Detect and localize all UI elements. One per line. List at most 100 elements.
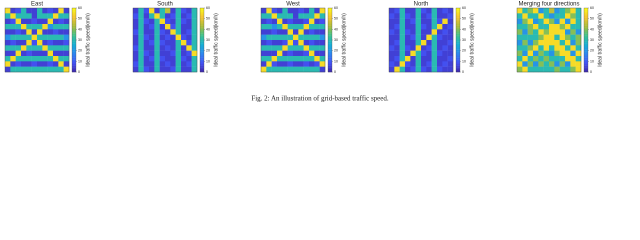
heatmap-cell bbox=[549, 40, 555, 46]
colorbar-segment bbox=[584, 12, 588, 15]
heatmap-cell bbox=[522, 34, 528, 41]
heatmap-cell bbox=[15, 40, 22, 46]
heatmap-cell bbox=[31, 40, 38, 46]
heatmap-cell bbox=[415, 34, 422, 41]
colorbar-segment bbox=[584, 57, 588, 60]
heatmap-cell bbox=[309, 18, 315, 25]
heatmap-cell bbox=[21, 66, 27, 73]
colorbar-tick-label: 20 bbox=[462, 49, 466, 53]
heatmap-cell bbox=[405, 40, 411, 46]
heatmap-cell bbox=[314, 24, 320, 30]
heatmap-cell bbox=[554, 18, 560, 25]
colorbar-segment bbox=[584, 43, 588, 45]
heatmap-cell bbox=[517, 61, 523, 67]
heatmap-cell bbox=[549, 50, 555, 57]
heatmap-cell bbox=[58, 34, 64, 41]
panel-title: South bbox=[157, 2, 173, 8]
colorbar-segment bbox=[456, 48, 460, 50]
colorbar-segment bbox=[328, 60, 332, 63]
heatmap-cell bbox=[170, 29, 176, 35]
colorbar-segment bbox=[584, 19, 588, 21]
heatmap-cell bbox=[527, 13, 534, 19]
heatmap-cell bbox=[405, 8, 411, 14]
heatmap-cell bbox=[565, 34, 571, 41]
heatmap-cell bbox=[21, 18, 27, 25]
heatmap-cell bbox=[170, 13, 176, 19]
colorbar-segment bbox=[456, 30, 460, 33]
heatmap-cell bbox=[149, 29, 155, 35]
heatmap-cell bbox=[319, 40, 326, 46]
heatmap-cell bbox=[133, 18, 139, 25]
heatmap-cell bbox=[527, 29, 534, 35]
heatmap-cell bbox=[26, 34, 32, 41]
heatmap-cell bbox=[298, 29, 304, 35]
colorbar-segment bbox=[72, 62, 76, 65]
colorbar-segment bbox=[328, 17, 332, 20]
heatmap-cell bbox=[309, 56, 315, 62]
colorbar-segment bbox=[328, 30, 332, 33]
heatmap-cell bbox=[303, 18, 310, 25]
heatmap-cell bbox=[410, 29, 416, 35]
heatmap-cell bbox=[527, 56, 534, 62]
colorbar-segment bbox=[456, 64, 460, 66]
heatmap-cell bbox=[394, 61, 400, 67]
heatmap-cell bbox=[21, 29, 27, 35]
heatmap-cell bbox=[133, 50, 139, 57]
heatmap-cell bbox=[133, 40, 139, 46]
heatmap-cell bbox=[165, 29, 171, 35]
heatmap-cell bbox=[527, 24, 534, 30]
heatmap-cell bbox=[415, 50, 422, 57]
heatmap-cell bbox=[575, 29, 582, 35]
heatmap-cell bbox=[170, 50, 176, 57]
heatmap-cell bbox=[426, 40, 432, 46]
heatmap-cell bbox=[394, 66, 400, 73]
heatmap-cell bbox=[549, 13, 555, 19]
heatmap-cell bbox=[186, 8, 192, 14]
heatmap-cell bbox=[293, 61, 299, 67]
heatmap-cell bbox=[266, 61, 272, 67]
heatmap-cell bbox=[31, 50, 38, 57]
heatmap-cell bbox=[133, 56, 139, 62]
heatmap-cell bbox=[314, 13, 320, 19]
colorbar-label: Ideal traffic speed(km/h) bbox=[213, 13, 219, 67]
heatmap-cell bbox=[298, 8, 304, 14]
heatmap-cell bbox=[543, 61, 550, 67]
colorbar-segment bbox=[456, 8, 460, 10]
heatmap-cell bbox=[287, 40, 294, 46]
panel-title: East bbox=[31, 2, 43, 8]
heatmap-cell bbox=[431, 8, 438, 14]
heatmap-cell bbox=[303, 66, 310, 73]
heatmap-cell bbox=[21, 50, 27, 57]
colorbar-segment bbox=[200, 8, 204, 10]
heatmap-cell bbox=[559, 13, 566, 19]
heatmap-cell bbox=[399, 29, 406, 35]
heatmap-cell bbox=[277, 34, 283, 41]
heatmap-cell bbox=[314, 8, 320, 14]
heatmap-cell bbox=[421, 18, 427, 25]
heatmap-cell bbox=[138, 56, 144, 62]
heatmap-cell bbox=[554, 45, 560, 51]
colorbar-segment bbox=[200, 65, 204, 68]
heatmap-cell bbox=[293, 29, 299, 35]
heatmap-cell bbox=[58, 29, 64, 35]
heatmap-cell bbox=[53, 66, 59, 73]
heatmap-cell bbox=[5, 66, 11, 73]
heatmap-cell bbox=[186, 56, 192, 62]
heatmap-cell bbox=[5, 61, 11, 67]
heatmap-cell bbox=[389, 45, 395, 51]
heatmap-cell bbox=[549, 29, 555, 35]
heatmap-cell bbox=[138, 50, 144, 57]
heatmap-cell bbox=[538, 29, 544, 35]
heatmap-cell bbox=[271, 50, 278, 57]
colorbar-segment bbox=[200, 57, 204, 60]
heatmap-cell bbox=[442, 56, 448, 62]
heatmap-cell bbox=[10, 50, 16, 57]
heatmap-frame bbox=[260, 7, 326, 73]
heatmap-cell bbox=[143, 61, 150, 67]
heatmap-cell bbox=[5, 29, 11, 35]
heatmap-cell bbox=[389, 24, 395, 30]
heatmap-cell bbox=[159, 50, 166, 57]
heatmap-cell bbox=[431, 45, 438, 51]
colorbar-segment bbox=[200, 14, 204, 17]
heatmap-cell bbox=[314, 50, 320, 57]
